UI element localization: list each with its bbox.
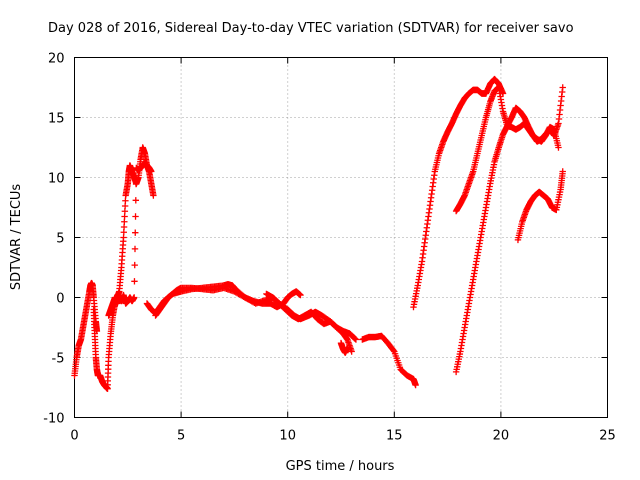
series-arc-9 bbox=[410, 75, 507, 311]
plot-frame bbox=[74, 57, 608, 418]
x-tick-label: 15 bbox=[386, 429, 403, 444]
axis-layer: 0 5 10 15 20 25 -10 -5 0 5 10 15 20 bbox=[43, 52, 616, 444]
data-point bbox=[132, 197, 139, 204]
data-point bbox=[297, 291, 304, 299]
data-point bbox=[132, 229, 139, 236]
series-arc-7 bbox=[337, 339, 351, 356]
data-point bbox=[148, 168, 155, 175]
y-tick-label: -5 bbox=[52, 352, 65, 367]
data-point bbox=[132, 213, 139, 220]
y-tick-label: 0 bbox=[56, 292, 64, 307]
y-tick-label: 15 bbox=[48, 112, 65, 127]
series-arc-1 bbox=[71, 279, 101, 379]
series-arc-2 bbox=[90, 144, 157, 392]
data-point bbox=[351, 335, 359, 342]
series-arc-10 bbox=[452, 84, 566, 215]
data-point bbox=[559, 168, 566, 175]
chart-title: Day 028 of 2016, Sidereal Day-to-day VTE… bbox=[48, 21, 574, 36]
x-tick-label: 10 bbox=[279, 429, 296, 444]
y-axis-label: SDTVAR / TECUs bbox=[9, 184, 24, 291]
data-point bbox=[130, 294, 138, 301]
y-tick-label: 20 bbox=[48, 52, 65, 67]
data-point bbox=[412, 381, 419, 389]
series-arc-8 bbox=[359, 332, 419, 389]
data-point bbox=[352, 336, 360, 343]
data-point bbox=[348, 348, 355, 355]
data-point bbox=[344, 344, 351, 352]
data-point bbox=[131, 278, 138, 285]
series-arc-11 bbox=[452, 120, 562, 376]
series-arc-6 bbox=[263, 290, 355, 355]
series-arc-3 bbox=[105, 159, 155, 319]
y-tick-label: 10 bbox=[48, 172, 65, 187]
data-point bbox=[131, 261, 138, 269]
series-arc-5 bbox=[152, 281, 304, 319]
x-tick-label: 25 bbox=[599, 429, 616, 444]
data-point bbox=[390, 347, 397, 354]
data-point bbox=[150, 192, 157, 199]
x-tick-label: 20 bbox=[493, 429, 510, 444]
y-tick-label: 5 bbox=[56, 232, 64, 247]
series-arc-12 bbox=[514, 168, 566, 244]
x-tick-label: 5 bbox=[177, 429, 185, 444]
grid-layer bbox=[74, 57, 608, 418]
data-point bbox=[559, 84, 566, 91]
data-point bbox=[131, 245, 139, 253]
data-points bbox=[71, 75, 566, 392]
data-point bbox=[555, 144, 562, 151]
y-tick-label: -10 bbox=[43, 412, 64, 427]
data-point bbox=[132, 180, 140, 188]
x-axis-label: GPS time / hours bbox=[286, 459, 395, 474]
x-tick-label: 0 bbox=[70, 429, 78, 444]
